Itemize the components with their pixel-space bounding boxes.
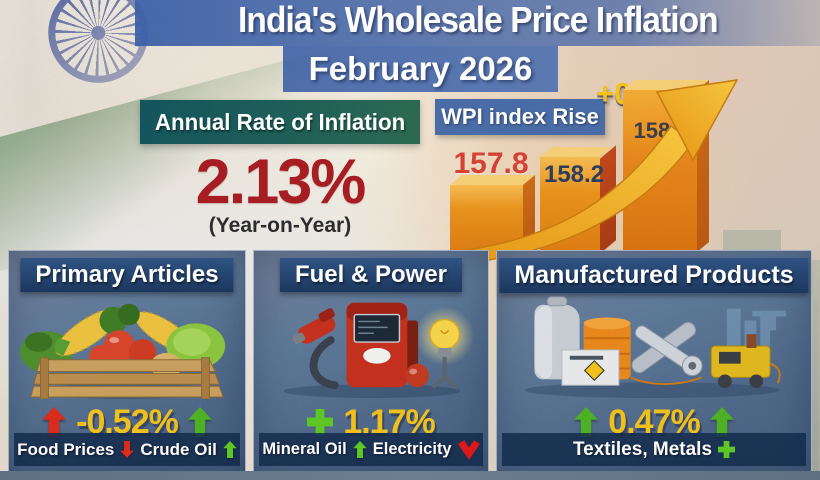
- fuel-pump-bulb-illustration: [283, 302, 475, 399]
- green-up-arrow-icon: [223, 441, 237, 458]
- wpi-label: WPI index Rise: [441, 104, 599, 129]
- panel-primary-articles-title: Primary Articles: [35, 261, 219, 288]
- primary-articles-sublabel: Food Prices Crude Oil: [14, 433, 240, 466]
- wpi-bar-1-label: 157.8: [453, 147, 529, 180]
- page-subtitle: February 2026: [308, 50, 533, 87]
- page-title: India's Wholesale Price Inflation: [237, 0, 719, 40]
- panel-manufactured-products-title: Manufactured Products: [514, 261, 794, 289]
- wpi-bar-3: [623, 90, 697, 252]
- red-down-arrow-icon: [458, 440, 480, 460]
- electricity-label: Electricity: [372, 440, 452, 458]
- title-banner: India's Wholesale Price Inflation: [135, 0, 820, 46]
- bottom-strip: [0, 471, 820, 480]
- panel-fuel-power-banner: Fuel & Power: [279, 258, 463, 292]
- mineral-oil-label: Mineral Oil: [262, 440, 347, 458]
- annual-rate-banner: Annual Rate of Inflation: [140, 100, 420, 144]
- panel-fuel-power-title: Fuel & Power: [294, 261, 448, 288]
- green-plus-icon: [718, 441, 735, 458]
- panel-primary-articles: Primary Articles: [8, 250, 246, 472]
- annual-rate-label: Annual Rate of Inflation: [154, 108, 406, 135]
- panel-manufactured-products: Manufactured Products: [496, 250, 812, 472]
- crude-oil-label: Crude Oil: [140, 439, 217, 459]
- panel-manufactured-products-banner: Manufactured Products: [499, 258, 809, 293]
- wpi-bar-2-label: 158.2: [543, 161, 605, 188]
- industrial-goods-illustration: [524, 296, 786, 399]
- annual-rate-value: 2.13%: [195, 147, 367, 217]
- textiles-metals-label: Textiles, Metals: [572, 438, 713, 460]
- vegetable-crate-illustration: [19, 303, 226, 399]
- green-up-arrow-icon: [353, 441, 367, 458]
- green-plus-icon: [307, 409, 333, 435]
- red-down-arrow-icon: [120, 441, 134, 458]
- panel-fuel-power: Fuel & Power 1.17%: [253, 250, 489, 472]
- wpi-bar-3-label: 158.2: [633, 118, 689, 143]
- panel-primary-articles-banner: Primary Articles: [20, 258, 234, 292]
- manufactured-sublabel: Textiles, Metals: [502, 433, 806, 466]
- subtitle-banner: February 2026: [283, 46, 558, 92]
- food-prices-label: Food Prices: [17, 439, 115, 459]
- fuel-power-sublabel: Mineral Oil Electricity: [259, 433, 483, 466]
- wpi-banner: WPI index Rise: [435, 99, 605, 135]
- wpi-bar-1: [450, 185, 523, 252]
- annual-rate-note: (Year-on-Year): [208, 214, 352, 237]
